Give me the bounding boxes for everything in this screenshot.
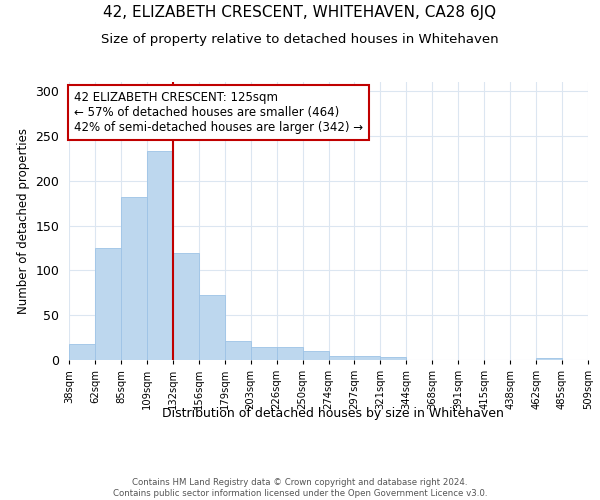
Bar (536, 358, 562, 360)
Bar (329, 356, 355, 360)
Bar (302, 351, 329, 360)
Bar (199, 294, 224, 360)
Bar (147, 150, 173, 360)
Bar (173, 252, 199, 360)
Bar (251, 348, 277, 360)
Text: 42 ELIZABETH CRESCENT: 125sqm
← 57% of detached houses are smaller (464)
42% of : 42 ELIZABETH CRESCENT: 125sqm ← 57% of d… (74, 91, 364, 134)
Text: Size of property relative to detached houses in Whitehaven: Size of property relative to detached ho… (101, 32, 499, 46)
Bar (69, 344, 95, 360)
Y-axis label: Number of detached properties: Number of detached properties (17, 128, 30, 314)
Text: Contains HM Land Registry data © Crown copyright and database right 2024.
Contai: Contains HM Land Registry data © Crown c… (113, 478, 487, 498)
Bar (121, 197, 147, 360)
Bar (225, 341, 251, 360)
Bar (355, 356, 380, 360)
Text: 42, ELIZABETH CRESCENT, WHITEHAVEN, CA28 6JQ: 42, ELIZABETH CRESCENT, WHITEHAVEN, CA28… (103, 5, 497, 20)
Bar (95, 248, 121, 360)
Bar (277, 348, 302, 360)
Bar (380, 358, 406, 360)
Text: Distribution of detached houses by size in Whitehaven: Distribution of detached houses by size … (162, 408, 504, 420)
